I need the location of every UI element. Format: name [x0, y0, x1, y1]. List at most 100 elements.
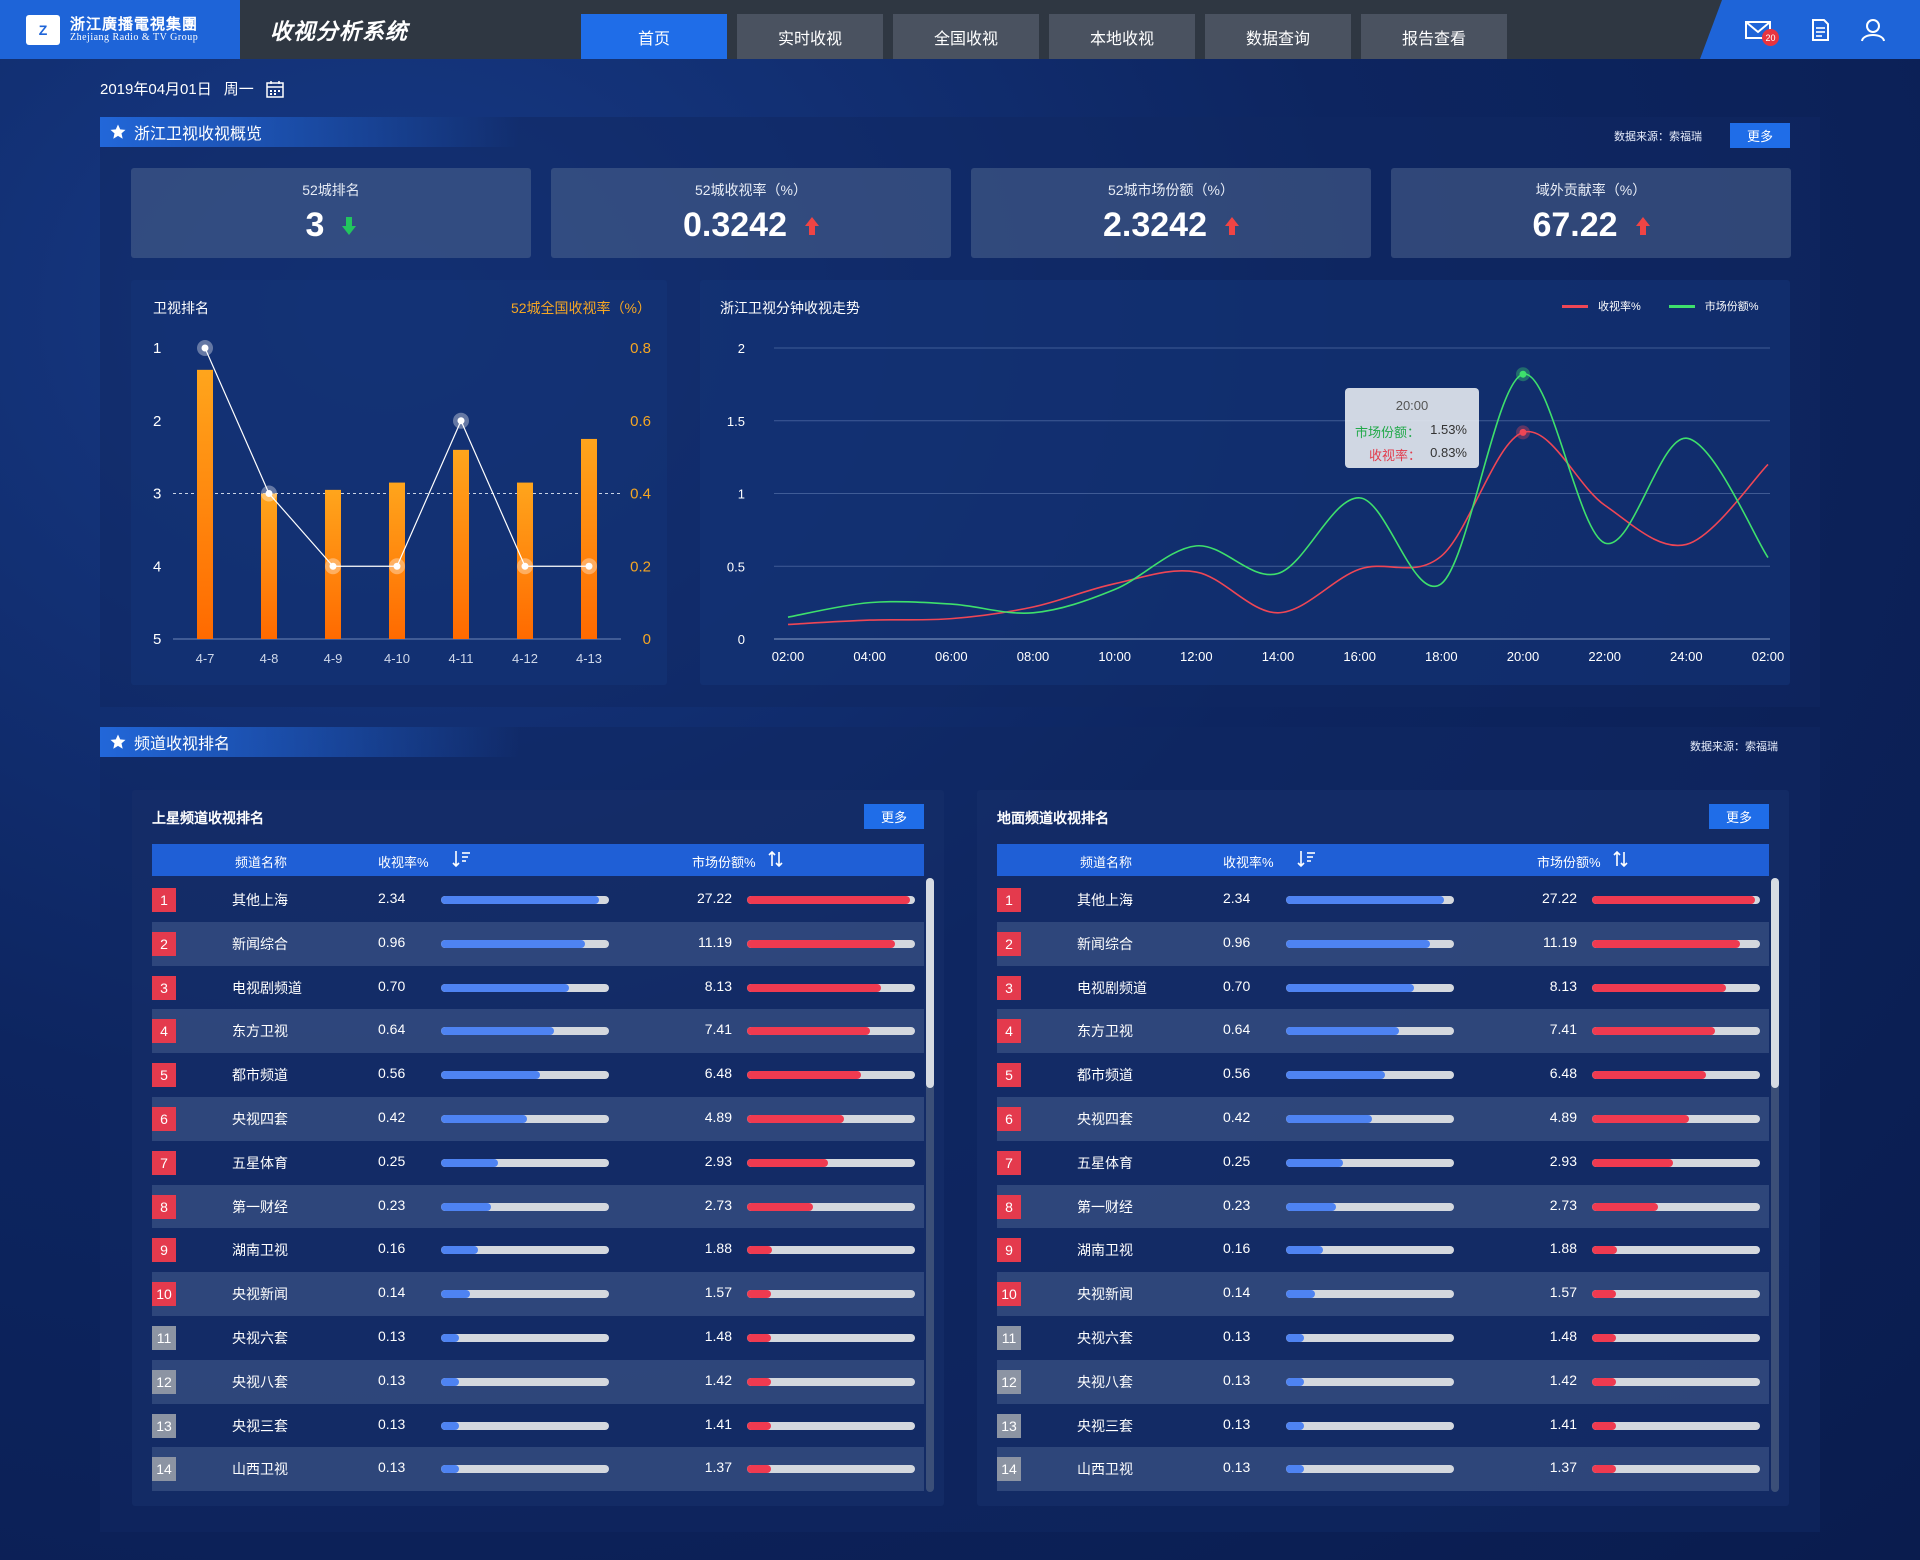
- left-axis-tick: 3: [153, 486, 161, 503]
- brand-logo[interactable]: Z 浙江廣播電視集團 Zhejiang Radio & TV Group: [0, 0, 240, 59]
- calendar-icon[interactable]: [266, 80, 284, 98]
- table-row[interactable]: 14 山西卫视 0.13 1.37: [997, 1447, 1769, 1492]
- nav-tab-national[interactable]: 全国收视: [893, 14, 1039, 59]
- table-row[interactable]: 9 湖南卫视 0.16 1.88: [997, 1228, 1769, 1272]
- rank-point[interactable]: [329, 562, 337, 570]
- sort-desc-icon[interactable]: [1297, 850, 1317, 871]
- table-row[interactable]: 2 新闻综合 0.96 11.19: [152, 921, 924, 966]
- table-row[interactable]: 9 湖南卫视 0.16 1.88: [152, 1228, 924, 1272]
- document-icon[interactable]: [1807, 18, 1833, 42]
- nav-tab-data-query[interactable]: 数据查询: [1205, 14, 1351, 59]
- rating-bar: [441, 1114, 609, 1123]
- table-row[interactable]: 11 央视六套 0.13 1.48: [997, 1316, 1769, 1360]
- rating-bar-fill: [441, 939, 586, 948]
- kpi-value: 67.22: [1532, 206, 1618, 244]
- trend-chart-box: 浙江卫视分钟收视走势 收视率% 市场份额% 2 1.5 1 0.5 0 02:00 04:0…: [700, 280, 1790, 685]
- table-row[interactable]: 13 央视三套 0.13 1.41: [997, 1404, 1769, 1448]
- x-axis-tick: 04:00: [853, 649, 886, 664]
- table-row[interactable]: 1 其他上海 2.34 27.22: [997, 878, 1769, 922]
- left-axis-tick: 1: [153, 340, 161, 357]
- rating-bar[interactable]: [517, 482, 533, 639]
- rank-badge: 7: [997, 1150, 1021, 1175]
- table-row[interactable]: 3 电视剧频道 0.70 8.13: [997, 966, 1769, 1010]
- rank-more-button[interactable]: 更多: [864, 804, 924, 829]
- table-row[interactable]: 12 央视八套 0.13 1.42: [152, 1359, 924, 1404]
- rating-bar[interactable]: [197, 369, 213, 639]
- table-row[interactable]: 2 新闻综合 0.96 11.19: [997, 921, 1769, 966]
- rating-bar: [1286, 1158, 1454, 1167]
- nav-tab-home[interactable]: 首页: [581, 14, 727, 59]
- highlight-point[interactable]: [1519, 428, 1527, 436]
- table-row[interactable]: 10 央视新闻 0.14 1.57: [152, 1272, 924, 1316]
- table-row[interactable]: 7 五星体育 0.25 2.93: [997, 1141, 1769, 1185]
- table-row[interactable]: 14 山西卫视 0.13 1.37: [152, 1447, 924, 1492]
- rating-bar[interactable]: [261, 493, 277, 640]
- nav-tab-realtime[interactable]: 实时收视: [737, 14, 883, 59]
- trend-chart: 2 1.5 1 0.5 0 02:00 04:00 06:00 08:00 10:00 12:00 1…: [727, 341, 1784, 664]
- rating-bar: [441, 1071, 609, 1080]
- nav-tab-reports[interactable]: 报告查看: [1361, 14, 1507, 59]
- channel-name: 湖南卫视: [232, 1242, 288, 1259]
- table-row[interactable]: 7 五星体育 0.25 2.93: [152, 1141, 924, 1185]
- share-bar-fill: [1592, 896, 1755, 904]
- rating-bar[interactable]: [453, 449, 469, 639]
- x-axis-tick: 4-8: [260, 651, 279, 666]
- table-row[interactable]: 12 央视八套 0.13 1.42: [997, 1359, 1769, 1404]
- user-icon[interactable]: [1860, 18, 1886, 42]
- table-row[interactable]: 1 其他上海 2.34 27.22: [152, 878, 924, 922]
- channel-name: 新闻综合: [1077, 935, 1133, 952]
- rank-point[interactable]: [457, 417, 465, 425]
- scrollbar-thumb[interactable]: [1771, 878, 1779, 1088]
- rating-value: 0.13: [1223, 1371, 1251, 1388]
- rank-more-button[interactable]: 更多: [1709, 804, 1769, 829]
- rating-bar: [1286, 1465, 1454, 1474]
- satellite-rank-table: 上星频道收视排名 更多 频道名称 收视率% 市场份额% 1 其他上海 2.34 27.22 2 新闻…: [132, 790, 944, 1506]
- rating-value: 0.13: [1223, 1415, 1251, 1432]
- sort-toggle-icon[interactable]: [1611, 850, 1631, 871]
- rank-point[interactable]: [585, 562, 593, 570]
- sort-toggle-icon[interactable]: [766, 850, 786, 871]
- table-row[interactable]: 8 第一财经 0.23 2.73: [152, 1184, 924, 1229]
- table-row[interactable]: 11 央视六套 0.13 1.48: [152, 1316, 924, 1360]
- table-row[interactable]: 5 都市频道 0.56 6.48: [997, 1053, 1769, 1097]
- kpi-card-share: 52城市场份额（%） 2.3242: [971, 168, 1371, 258]
- table-row[interactable]: 10 央视新闻 0.14 1.57: [997, 1272, 1769, 1316]
- sort-desc-icon[interactable]: [452, 850, 472, 871]
- table-row[interactable]: 4 东方卫视 0.64 7.41: [997, 1009, 1769, 1054]
- table-row[interactable]: 3 电视剧频道 0.70 8.13: [152, 966, 924, 1010]
- rank-table-title: 上星频道收视排名: [152, 810, 264, 826]
- rating-bar: [441, 1202, 609, 1211]
- table-scrollbar[interactable]: [1771, 878, 1779, 1492]
- rating-bar[interactable]: [389, 482, 405, 639]
- scrollbar-thumb[interactable]: [926, 878, 934, 1088]
- rank-point[interactable]: [201, 344, 209, 352]
- date-selector[interactable]: 2019年04月01日 周一: [100, 78, 284, 99]
- table-row[interactable]: 4 东方卫视 0.64 7.41: [152, 1009, 924, 1054]
- x-axis-tick: 10:00: [1098, 649, 1131, 664]
- share-value: 1.41: [1549, 1415, 1577, 1432]
- rating-bar-fill: [1286, 1114, 1372, 1123]
- rank-badge: 6: [997, 1106, 1021, 1131]
- rank-point[interactable]: [393, 562, 401, 570]
- table-row[interactable]: 8 第一财经 0.23 2.73: [997, 1184, 1769, 1229]
- table-row[interactable]: 5 都市频道 0.56 6.48: [152, 1053, 924, 1097]
- share-bar: [1592, 983, 1760, 992]
- brand-name-cn: 浙江廣播電視集團: [70, 14, 199, 33]
- table-row[interactable]: 6 央视四套 0.42 4.89: [997, 1096, 1769, 1141]
- left-axis-tick: 4: [153, 558, 161, 575]
- rating-bar: [1286, 939, 1454, 948]
- rating-value: 0.64: [1223, 1021, 1251, 1038]
- channel-name: 湖南卫视: [1077, 1242, 1133, 1259]
- table-row[interactable]: 6 央视四套 0.42 4.89: [152, 1096, 924, 1141]
- rank-point[interactable]: [521, 562, 529, 570]
- rank-point[interactable]: [265, 490, 273, 497]
- highlight-point[interactable]: [1519, 370, 1527, 378]
- table-scrollbar[interactable]: [926, 878, 934, 1492]
- kpi-card-rank: 52城排名 3: [131, 168, 531, 258]
- nav-tab-local[interactable]: 本地收视: [1049, 14, 1195, 59]
- rating-bar[interactable]: [581, 438, 597, 639]
- terrestrial-rank-table: 地面频道收视排名 更多 频道名称 收视率% 市场份额% 1 其他上海 2.34 27.22 2 新闻…: [977, 790, 1789, 1506]
- overview-more-button[interactable]: 更多: [1730, 123, 1790, 148]
- table-row[interactable]: 13 央视三套 0.13 1.41: [152, 1404, 924, 1448]
- rating-bar: [1286, 1377, 1454, 1386]
